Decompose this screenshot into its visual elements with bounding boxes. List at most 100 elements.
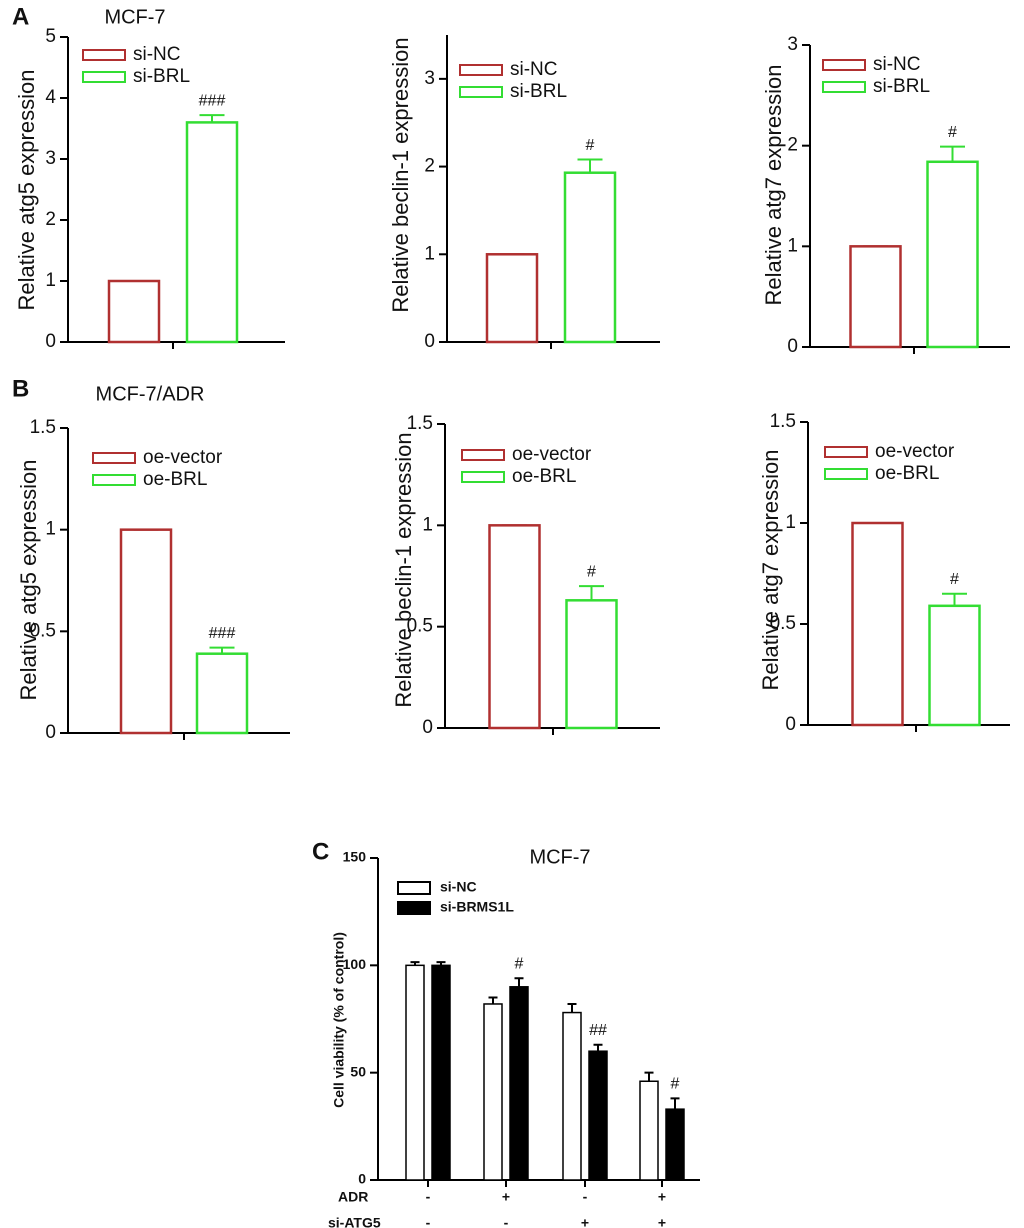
y-tick-label: 0 [424,331,435,352]
y-tick-label: 0.5 [30,620,56,641]
error-bar [593,1043,603,1052]
y-tick-label: 150 [343,849,367,865]
error-bar [209,646,235,654]
significance: # [948,124,957,141]
bar [563,171,617,344]
bar [509,986,529,1181]
y-tick-label: 0 [785,714,796,735]
legend-swatch [824,468,868,480]
y-tick-label: 0 [358,1171,366,1187]
bar [185,121,239,344]
error-bar [577,158,603,173]
significance: # [515,955,524,972]
y-tick-label: 1 [45,519,56,540]
error-bar [436,961,446,966]
chart: Relative beclin-1 expression 0 0.5 1 1.5 oe-v… [391,413,660,738]
row-value: + [502,1189,510,1205]
significance: ## [589,1022,607,1039]
significance: # [587,563,596,580]
error-bar [644,1071,654,1082]
legend-swatch [82,49,126,61]
bar [107,279,161,344]
error-bar [579,585,604,601]
bar [405,964,425,1181]
legend-swatch [824,446,868,458]
y-tick-label: 3 [787,34,798,55]
row-value: - [583,1189,588,1205]
y-tick-label: 100 [343,956,367,972]
bar [562,1011,582,1181]
y-tick-label: 0 [45,331,56,352]
legend-label: oe-vector [143,447,223,468]
y-tick-label: 1 [424,243,435,264]
y-axis-label: Relative beclin-1 expression [391,432,416,707]
y-tick-label: 2 [787,135,798,156]
legend-swatch [397,901,431,915]
y-tick-label: 0.5 [407,616,433,637]
y-tick-label: 1.5 [770,411,796,432]
y-axis-label: Cell viability (% of control) [331,932,347,1108]
error-bar [410,961,420,966]
legend-label: oe-vector [875,441,955,462]
legend-swatch [92,452,136,464]
bar [119,528,173,735]
bar [639,1080,659,1181]
legend-label: oe-vector [512,444,592,465]
bar [665,1108,685,1181]
legend-label: oe-BRL [875,463,939,484]
legend-label: si-BRMS1L [440,899,514,915]
error-bar [567,1002,577,1013]
y-tick-label: 0.5 [770,613,796,634]
bar [483,1003,503,1181]
chart: C MCF-7 Cell viability (% of control) 0 50 10… [312,838,700,1228]
row-value: + [658,1215,666,1228]
legend-label: oe-BRL [143,469,207,490]
row-value: - [426,1215,431,1228]
legend-label: si-NC [133,44,181,65]
error-bar [670,1097,680,1110]
significance: # [671,1076,680,1093]
bar [926,160,979,349]
legend-swatch [459,86,503,98]
error-bar [940,145,965,162]
y-axis-label: Relative atg7 expression [758,450,783,691]
legend-label: si-BRL [133,66,190,87]
chart-title: MCF-7 [529,846,590,868]
row-value: - [426,1189,431,1205]
significance: # [586,137,595,154]
bar [488,524,541,730]
row-label: si-ATG5 [328,1215,381,1228]
y-axis-label: Relative atg5 expression [16,460,41,701]
legend-label: si-NC [440,879,477,895]
error-bar [199,114,225,123]
bar [565,599,618,730]
chart: Relative atg7 expression 0 0.5 1 1.5 oe-vecto… [758,411,1010,735]
row-value: + [658,1189,666,1205]
row-label: ADR [338,1189,368,1205]
legend-swatch [92,474,136,486]
legend-label: oe-BRL [512,466,576,487]
y-tick-label: 0 [422,717,433,738]
y-axis-label: Relative beclin-1 expression [388,37,413,312]
y-tick-label: 1 [422,514,433,535]
legend-label: si-BRL [510,81,567,102]
panel-label: A [12,3,29,30]
legend-label: si-NC [510,59,558,80]
error-bar [488,996,498,1004]
significance: ### [199,92,226,109]
bar [849,245,902,349]
y-tick-label: 4 [45,87,56,108]
legend-swatch [822,59,866,71]
legend-swatch [82,71,126,83]
legend-swatch [459,64,503,76]
y-tick-label: 0 [45,722,56,743]
row-value: + [581,1215,589,1228]
y-tick-label: 1 [45,270,56,291]
panel-label: C [312,838,329,865]
bar [195,652,249,735]
y-tick-label: 50 [350,1063,366,1079]
y-tick-label: 1.5 [407,413,433,434]
significance: ### [209,625,236,642]
y-axis-label: Relative atg5 expression [14,70,39,311]
